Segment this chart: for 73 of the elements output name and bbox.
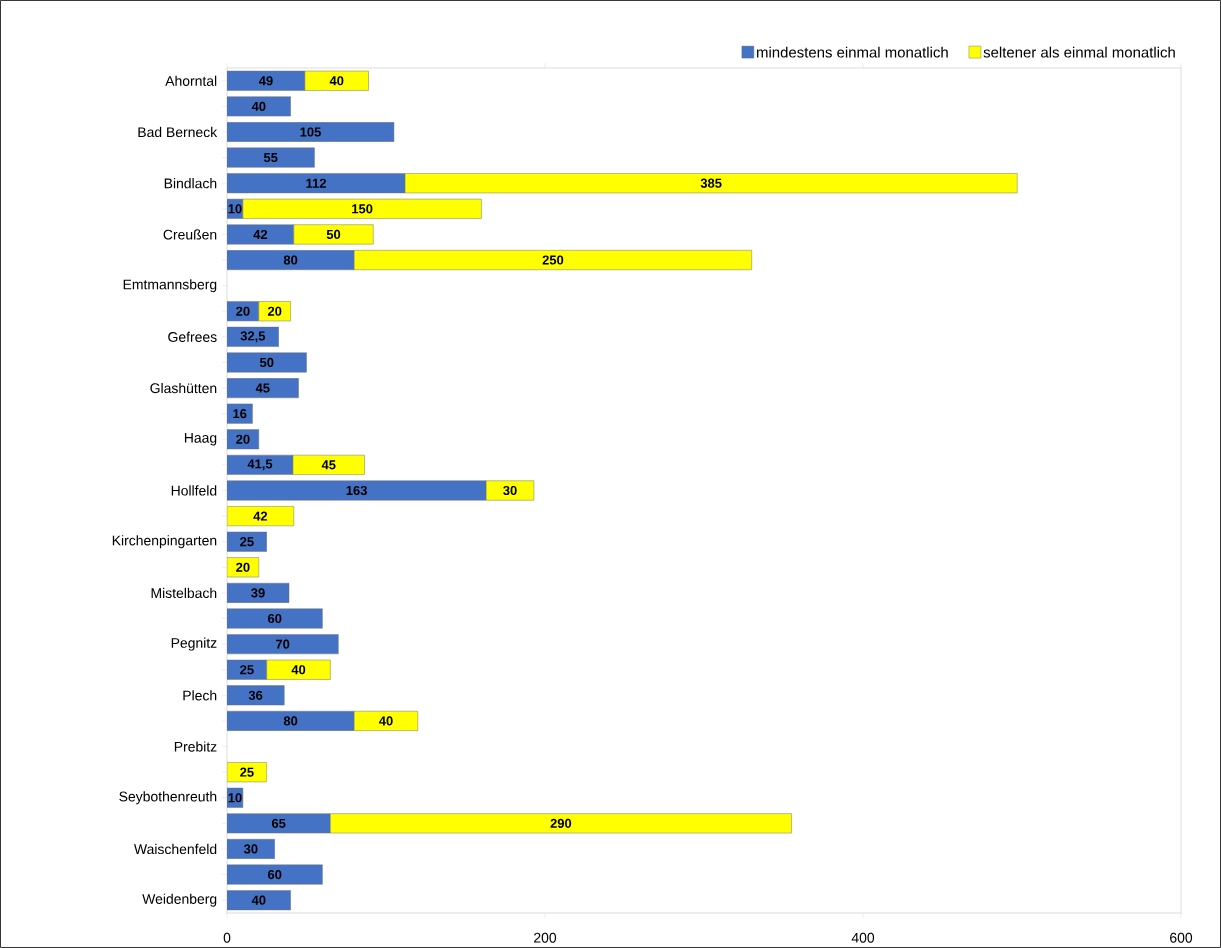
y-tick-label: Hollfeld [171,485,217,496]
data-label: 105 [300,127,321,137]
data-label: 41,5 [247,459,273,471]
y-tick-label: Gefrees [168,331,217,342]
data-label: 10 [228,793,242,803]
data-label: 50 [259,357,274,368]
data-label: 25 [240,537,254,547]
data-label: 250 [542,255,564,265]
x-tick-label: 0 [223,932,231,943]
data-label: 40 [251,101,266,111]
data-label: 45 [321,460,336,470]
bar [227,147,315,168]
y-tick-label: Haag [184,433,217,446]
data-label: 20 [267,306,282,316]
data-label: 80 [283,255,298,265]
bar [227,403,253,424]
data-label: 50 [326,229,341,239]
y-tick-label: Waischenfeld [134,843,217,855]
data-label: 30 [503,485,517,496]
data-label: 30 [243,844,258,854]
y-tick-label: Seybothenreuth [119,791,217,805]
data-label: 40 [291,665,306,675]
data-label: 20 [236,306,250,316]
y-tick-label: Mistelbach [151,587,217,599]
data-label: 70 [276,639,290,649]
data-label: 45 [255,383,270,393]
y-tick-label: Creußen [163,229,217,240]
x-tick-label: 600 [1170,932,1193,943]
y-tick-label: Glashütten [150,382,217,394]
data-label: 60 [267,613,282,624]
y-tick-label: Bad Berneck [138,126,218,138]
legend-label: seltener als einmal monatlich [983,46,1175,58]
data-label: 20 [236,562,250,572]
data-label: 385 [700,178,722,188]
data-label: 65 [271,818,286,828]
data-label: 16 [233,409,247,419]
data-label: 112 [306,178,326,188]
y-tick-label: Emtmannsberg [123,279,217,293]
bar [227,685,285,706]
y-tick-label: Pegnitz [171,637,217,651]
data-label: 25 [240,665,254,675]
y-tick-label: Weidenberg [142,893,217,907]
bar [227,352,307,373]
x-tick-label: 200 [534,932,557,943]
data-label: 42 [253,229,268,239]
bar [227,864,323,885]
y-tick-label: Plech [183,690,217,701]
y-tick-label: Prebitz [174,741,217,752]
data-label: 36 [248,690,263,700]
bar [227,608,323,629]
data-label: 40 [379,716,393,726]
data-label: 25 [240,767,254,777]
data-label: 39 [251,588,265,598]
data-label: 40 [251,895,266,905]
data-label: 150 [352,204,373,214]
data-label: 163 [346,485,367,496]
data-label: 290 [550,818,572,828]
data-label: 32,5 [240,331,266,343]
legend-label: mindestens einmal monatlich [757,46,948,58]
data-label: 80 [283,716,298,726]
data-label: 20 [236,434,250,444]
data-label: 40 [329,76,344,86]
y-tick-label: Ahorntal [165,75,217,86]
bar [227,96,291,117]
data-label: 42 [253,511,268,521]
data-label: 10 [228,204,242,214]
y-tick-label: Kirchenpingarten [112,535,217,549]
data-label: 60 [267,869,282,880]
y-tick-label: Bindlach [164,178,217,189]
bar [227,531,267,552]
data-label: 55 [263,153,278,163]
data-label: 49 [258,76,273,86]
x-tick-label: 400 [851,932,875,943]
